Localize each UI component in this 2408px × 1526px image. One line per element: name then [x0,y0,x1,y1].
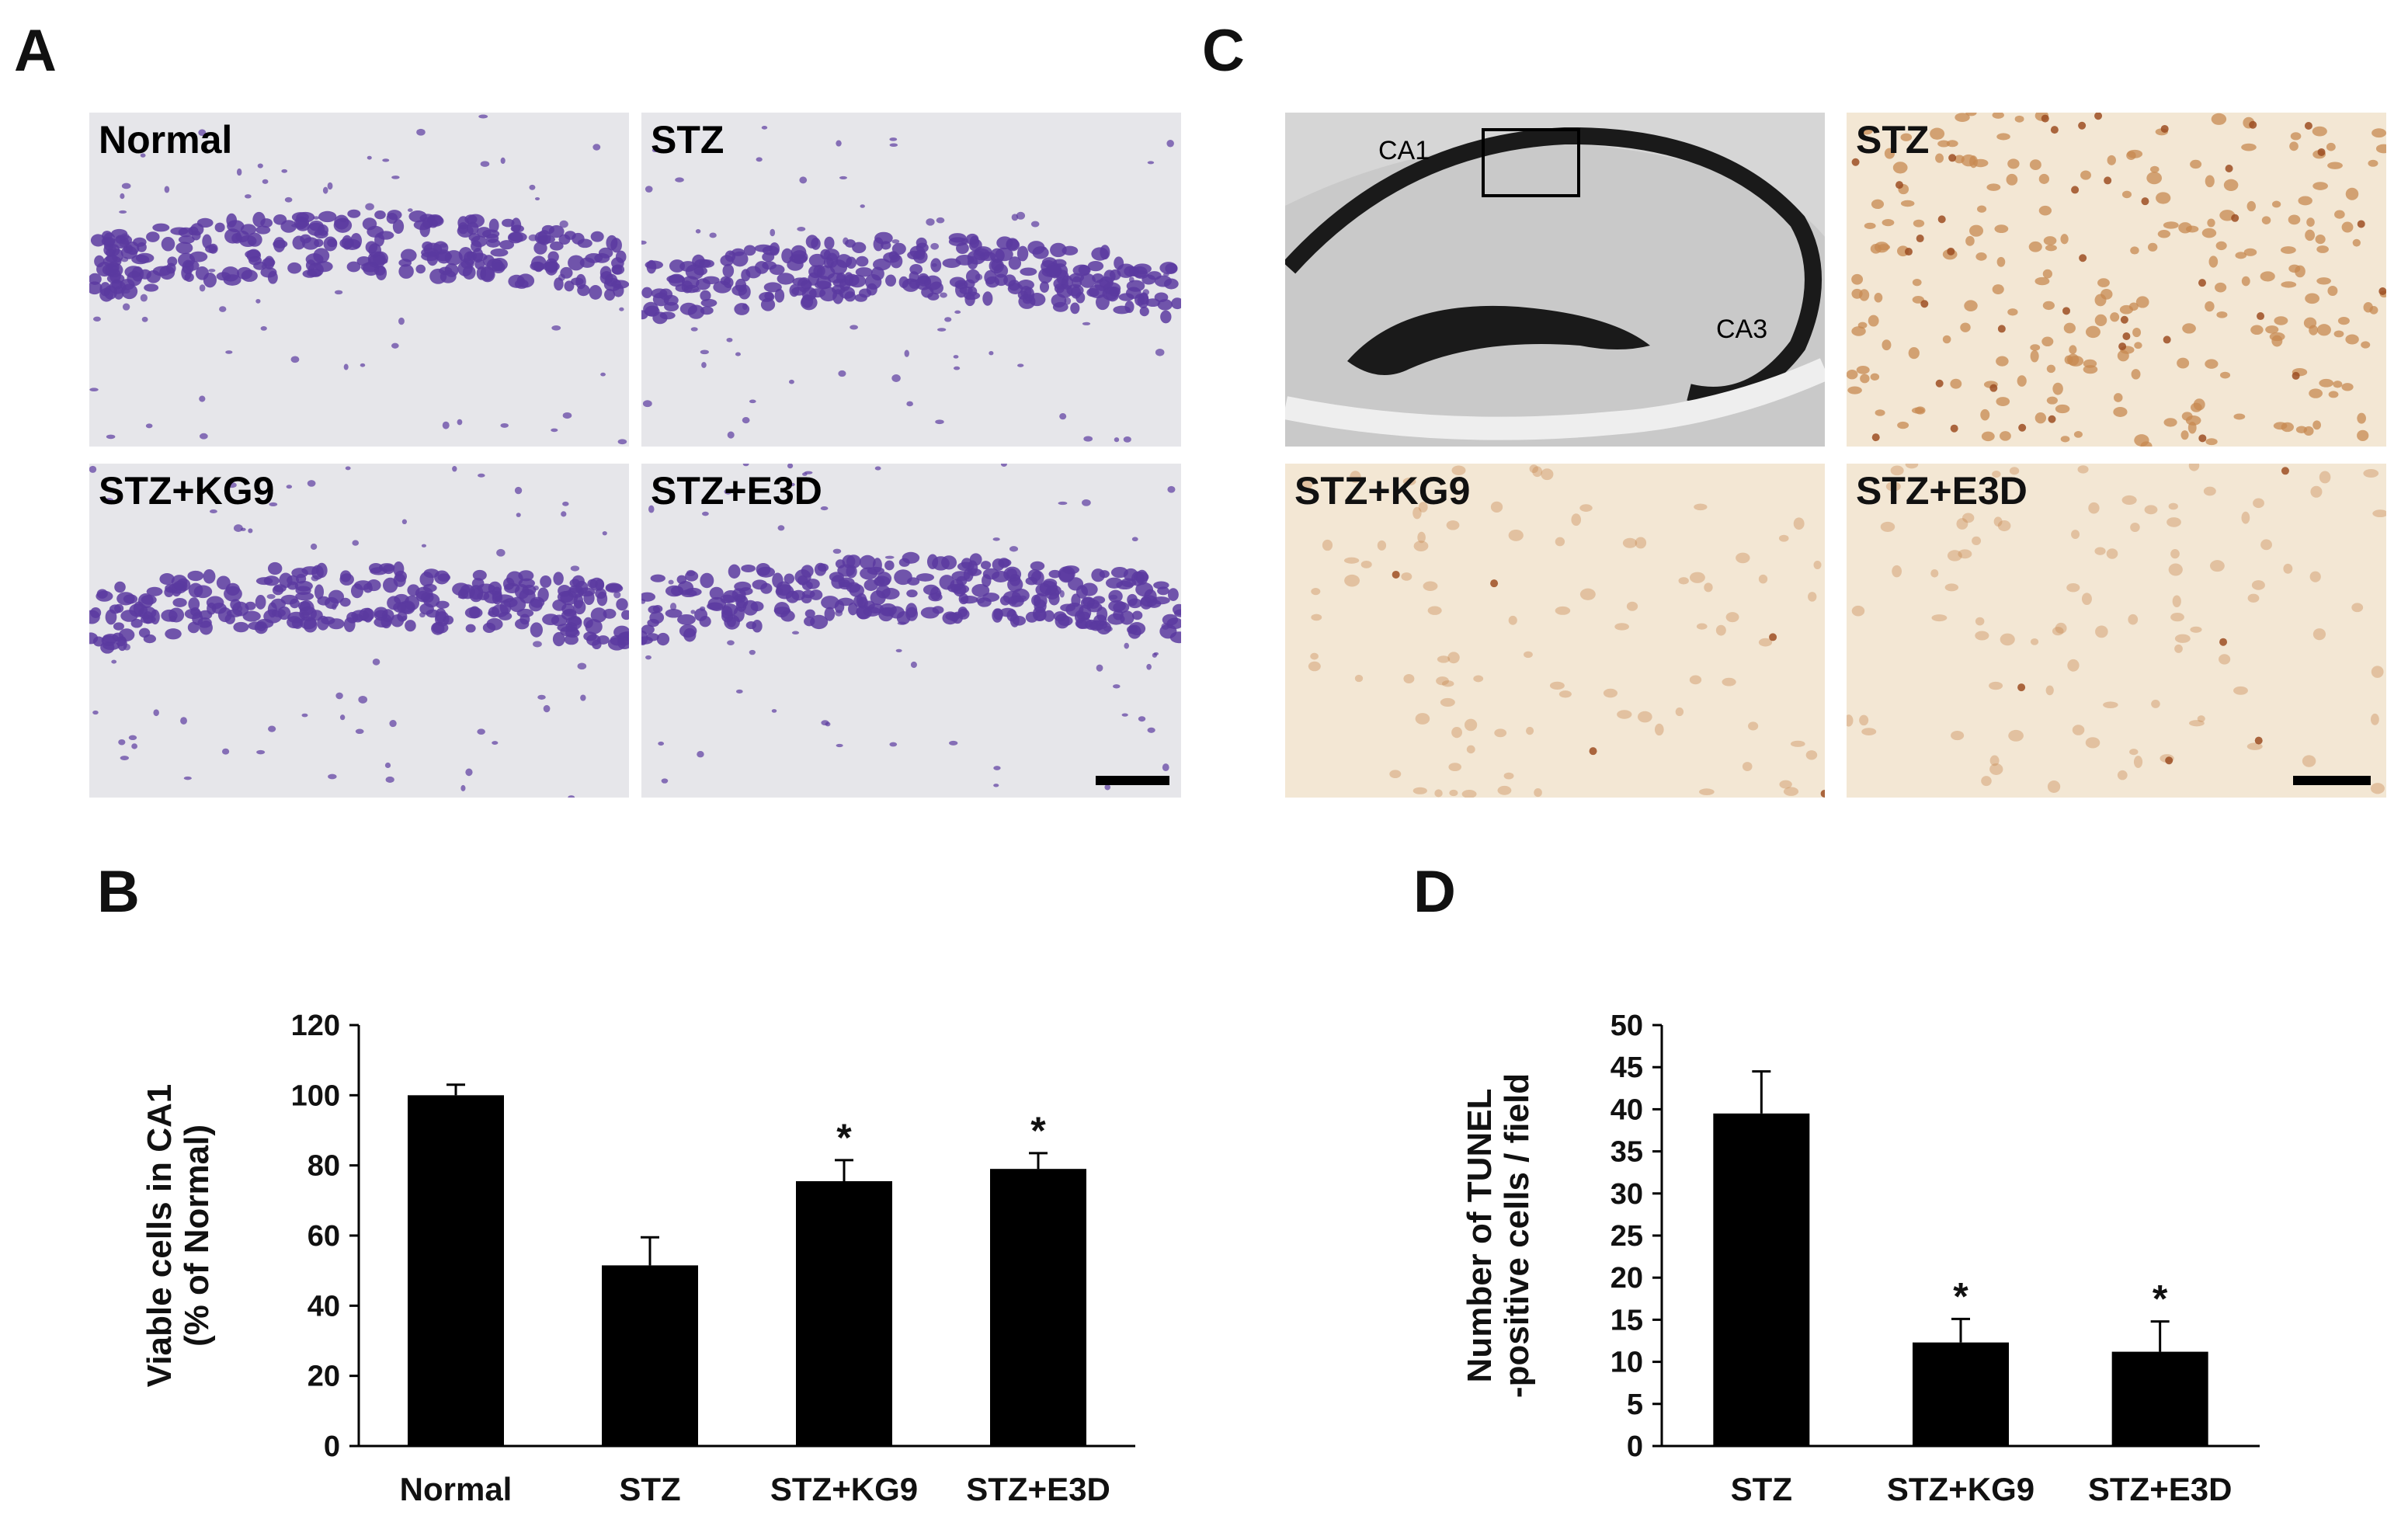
micrograph-stz: STZ [641,113,1181,447]
y-axis-label: Number of TUNEL [1461,1089,1499,1383]
x-tick-label: STZ+KG9 [1887,1471,2034,1507]
micrograph-stz-kg9: STZ+KG9 [89,464,629,798]
panel-letter-b: B [97,859,140,925]
micrograph-label: STZ+E3D [651,469,822,513]
y-tick-label: 20 [1611,1262,1643,1295]
micrograph-tunel-stz: STZ [1847,113,2386,447]
y-axis-label: Viable cells in CA1 [141,1084,179,1387]
y-tick-label: 35 [1611,1136,1643,1169]
bar [796,1180,892,1446]
micrograph-normal: Normal [89,113,629,447]
scale-bar [2293,776,2371,785]
bar [1913,1342,2009,1446]
micrograph-label: STZ+KG9 [99,469,275,513]
micrograph-tunel-stz-kg9: STZ+KG9 [1285,464,1825,798]
significance-marker: * [1030,1109,1046,1152]
ca3-label: CA3 [1716,315,1768,344]
y-tick-label: 0 [324,1430,340,1463]
bar [2111,1351,2208,1446]
y-tick-label: 60 [308,1220,340,1253]
micrograph-stz-e3d: STZ+E3D [641,464,1181,798]
y-tick-label: 100 [291,1079,340,1112]
x-tick-label: Normal [400,1471,513,1507]
y-tick-label: 80 [308,1150,340,1183]
panel-letter-d: D [1413,859,1456,925]
micrograph-label: STZ [1856,118,1930,162]
bar [990,1169,1086,1446]
y-tick-label: 15 [1611,1304,1643,1337]
y-axis-label: -positive cells / field [1498,1073,1536,1398]
x-tick-label: STZ+E3D [2088,1471,2233,1507]
y-tick-label: 50 [1611,1010,1643,1042]
significance-marker: * [836,1116,852,1159]
tunel-stain-image [1847,464,2386,798]
panel-letter-c: C [1202,18,1245,84]
x-tick-label: STZ+E3D [966,1471,1110,1507]
micrograph-label: STZ [651,118,724,162]
micrograph-tunel-stz-e3d: STZ+E3D [1847,464,2386,798]
nissl-stain-image [641,113,1181,447]
y-tick-label: 25 [1611,1220,1643,1253]
chart-viable-cells: 0 20 40 60 80 100 120 Viable cells in CA1 (% of … [141,1010,1135,1507]
bar [408,1095,504,1446]
significance-marker: * [2153,1277,2168,1321]
y-tick-label: 30 [1611,1178,1643,1211]
nissl-stain-image [89,464,629,798]
tunel-stain-image [1847,113,2386,447]
micrograph-label: Normal [99,118,233,162]
scale-bar [1096,776,1169,785]
hippocampus-overview-image [1285,113,1825,447]
y-tick-label: 40 [1611,1093,1643,1126]
y-tick-label: 5 [1627,1389,1643,1421]
bar [1713,1113,1810,1446]
y-tick-label: 10 [1611,1347,1643,1379]
x-tick-label: STZ+KG9 [770,1471,918,1507]
micrograph-label: STZ+KG9 [1294,469,1471,513]
ca1-label: CA1 [1378,136,1430,165]
chart-tunel-positive: 0 5 10 15 20 25 30 35 40 45 50 Number of TUNEL -posi… [1461,1010,2260,1507]
tunel-stain-image [1285,464,1825,798]
bar [602,1265,698,1446]
y-tick-label: 45 [1611,1052,1643,1084]
y-tick-label: 120 [291,1010,340,1042]
significance-marker: * [1953,1274,1968,1318]
micrograph-label: STZ+E3D [1856,469,2028,513]
panel-letter-a: A [14,18,57,84]
y-axis-label: (% of Normal) [178,1125,216,1347]
hippocampus-overview: CA1 CA3 [1285,113,1825,447]
y-tick-label: 40 [308,1290,340,1323]
y-tick-label: 0 [1627,1430,1643,1463]
nissl-stain-image [89,113,629,447]
y-tick-label: 20 [308,1361,340,1393]
nissl-stain-image [641,464,1181,798]
x-tick-label: STZ [1731,1471,1792,1507]
x-tick-label: STZ [619,1471,680,1507]
